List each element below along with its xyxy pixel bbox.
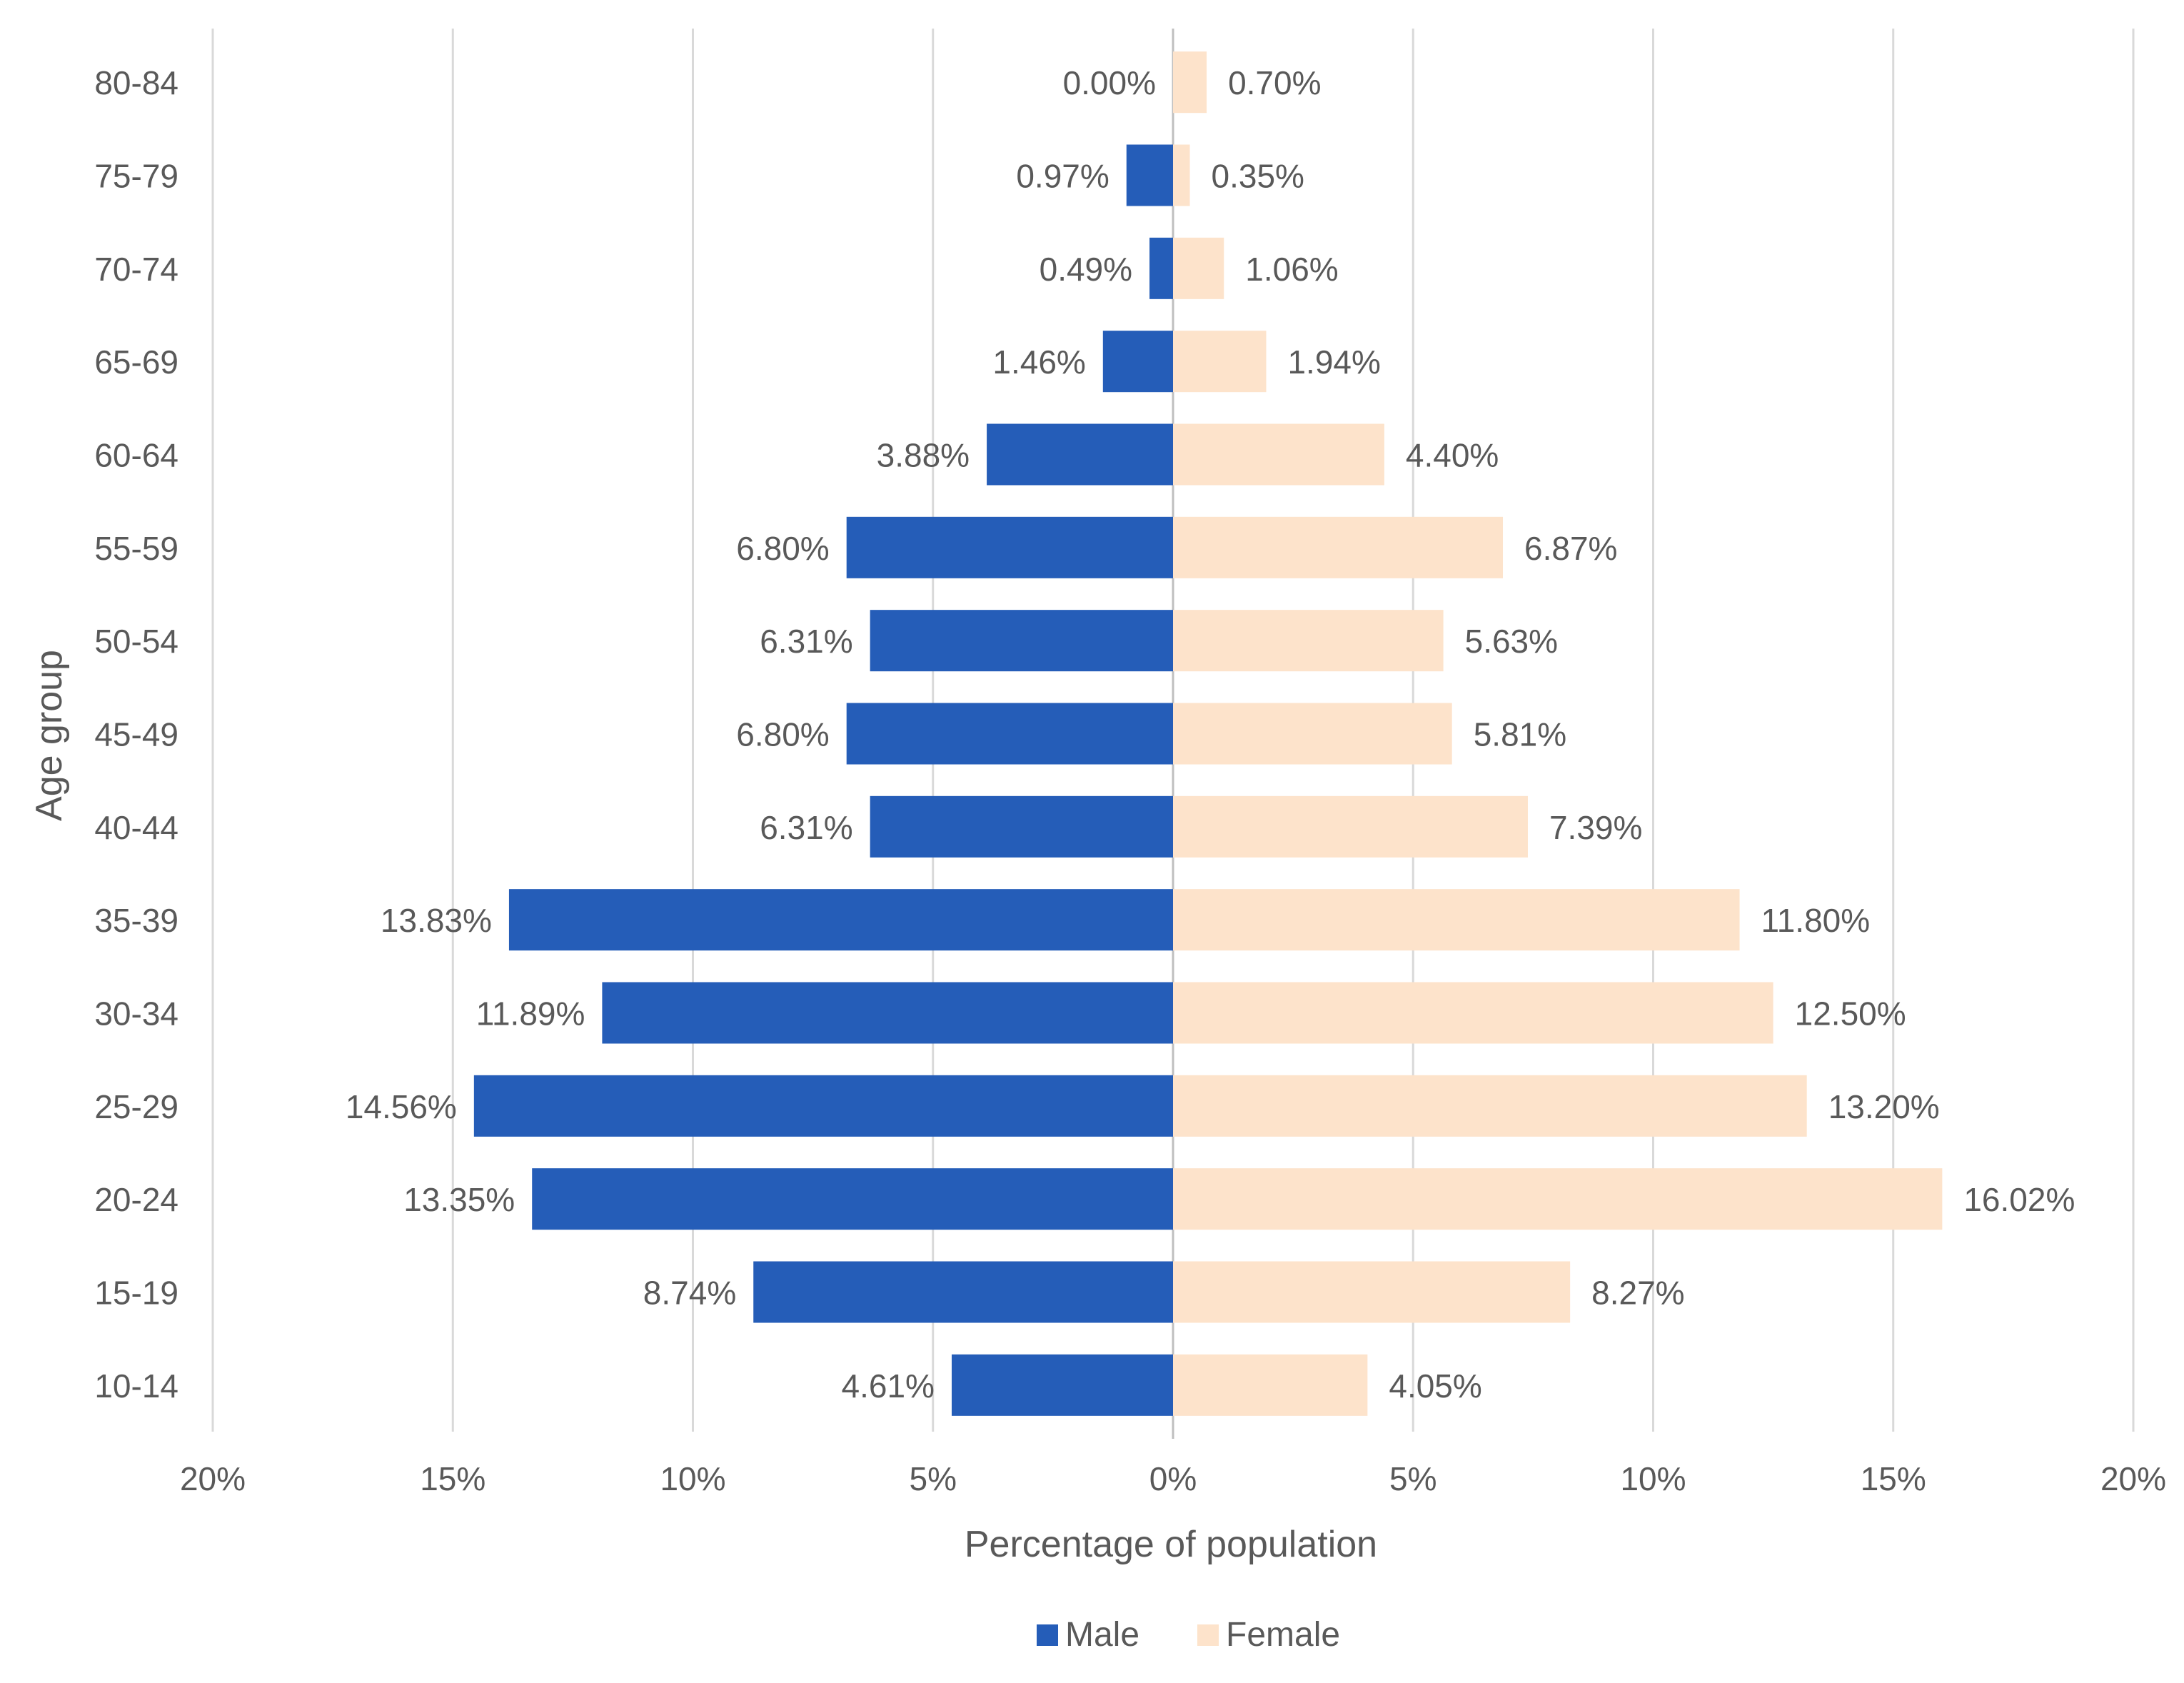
data-label-male: 4.61% — [842, 1367, 935, 1405]
bar-female — [1173, 889, 1740, 951]
x-tick-label: 15% — [420, 1460, 485, 1497]
data-label-female: 7.39% — [1549, 809, 1642, 846]
bar-male — [846, 516, 1173, 578]
x-tick-label: 20% — [2100, 1460, 2166, 1497]
y-tick-label: 35-39 — [94, 902, 178, 939]
bar-female — [1173, 237, 1224, 299]
data-label-male: 0.00% — [1063, 64, 1156, 101]
y-tick-label: 20-24 — [94, 1181, 178, 1218]
data-label-male: 6.31% — [760, 623, 852, 660]
bar-male — [987, 423, 1173, 486]
bar-female — [1173, 516, 1504, 578]
legend-label-female: Female — [1226, 1616, 1340, 1654]
x-tick-label: 10% — [1620, 1460, 1686, 1497]
data-label-male: 0.49% — [1040, 251, 1132, 288]
data-label-female: 5.63% — [1465, 623, 1558, 660]
x-axis-tick-labels: 20% 15% 10% 5% 0% 5% 10% 15% 20% — [180, 1460, 2166, 1497]
data-label-male: 13.35% — [403, 1181, 515, 1218]
bar-male — [846, 703, 1173, 765]
data-label-female: 4.40% — [1406, 437, 1499, 474]
bar-male — [951, 1354, 1173, 1416]
bar-male — [473, 1075, 1173, 1137]
y-tick-label: 80-84 — [94, 64, 178, 101]
legend-swatch-female — [1197, 1624, 1219, 1646]
y-tick-label: 75-79 — [94, 158, 178, 195]
x-tick-label: 15% — [1861, 1460, 1926, 1497]
data-label-female: 6.87% — [1524, 530, 1617, 567]
bar-female — [1173, 703, 1452, 765]
bar-male — [753, 1261, 1173, 1323]
y-tick-label: 60-64 — [94, 437, 178, 474]
y-tick-label: 70-74 — [94, 251, 178, 288]
data-label-male: 8.74% — [643, 1275, 736, 1312]
y-tick-label: 25-29 — [94, 1088, 178, 1125]
bar-female — [1173, 331, 1267, 393]
x-tick-label: 5% — [1389, 1460, 1436, 1497]
y-tick-label: 50-54 — [94, 623, 178, 660]
data-label-female: 8.27% — [1591, 1275, 1684, 1312]
legend-label-male: Male — [1065, 1616, 1139, 1654]
y-axis-title: Age group — [29, 650, 70, 821]
x-axis-title: Percentage of population — [965, 1524, 1377, 1565]
bar-male — [508, 889, 1173, 951]
data-label-male: 6.80% — [736, 530, 829, 567]
data-label-male: 3.88% — [877, 437, 970, 474]
data-label-female: 1.94% — [1287, 343, 1380, 381]
data-label-female: 1.06% — [1245, 251, 1338, 288]
data-label-male: 14.56% — [346, 1088, 457, 1125]
data-label-male: 13.83% — [381, 902, 492, 939]
bar-female — [1173, 423, 1384, 486]
y-tick-label: 40-44 — [94, 809, 178, 846]
bar-female — [1173, 795, 1528, 858]
legend: Male Female — [1037, 1616, 1340, 1654]
bars — [473, 51, 1943, 1416]
bar-male — [870, 610, 1173, 672]
data-label-female: 11.80% — [1761, 902, 1871, 939]
data-label-male: 6.80% — [736, 716, 829, 753]
bar-female — [1173, 1261, 1571, 1323]
bar-male — [1149, 237, 1173, 299]
data-label-male: 6.31% — [760, 809, 852, 846]
bar-female — [1173, 1354, 1368, 1416]
legend-swatch-male — [1037, 1624, 1058, 1646]
bar-male — [870, 795, 1173, 858]
bar-male — [1126, 144, 1173, 206]
bar-female — [1173, 982, 1773, 1044]
y-tick-label: 55-59 — [94, 530, 178, 567]
y-tick-label: 45-49 — [94, 716, 178, 753]
y-tick-label: 65-69 — [94, 343, 178, 381]
data-labels: 0.00% 0.70% 0.97% 0.35% 0.49% 1.06% 1.46% 1.94%… — [346, 64, 2075, 1405]
data-label-female: 5.81% — [1474, 716, 1566, 753]
bar-female — [1173, 51, 1207, 114]
data-label-female: 16.02% — [1963, 1181, 2075, 1218]
bar-male — [1102, 331, 1173, 393]
bar-female — [1173, 1168, 1943, 1230]
y-tick-label: 30-34 — [94, 995, 178, 1033]
bar-female — [1173, 610, 1444, 672]
data-label-female: 4.05% — [1389, 1367, 1481, 1405]
bar-male — [602, 982, 1173, 1044]
x-tick-label: 10% — [660, 1460, 725, 1497]
data-label-female: 13.20% — [1828, 1088, 1940, 1125]
data-label-male: 0.97% — [1016, 158, 1109, 195]
data-label-male: 11.89% — [476, 995, 585, 1033]
x-tick-label: 5% — [910, 1460, 957, 1497]
y-tick-label: 15-19 — [94, 1275, 178, 1312]
bar-female — [1173, 1075, 1807, 1137]
data-label-female: 12.50% — [1795, 995, 1906, 1033]
bar-male — [532, 1168, 1173, 1230]
y-tick-label: 10-14 — [94, 1367, 178, 1405]
x-tick-label: 0% — [1149, 1460, 1197, 1497]
y-axis-category-labels: 80-84 75-79 70-74 65-69 60-64 55-59 50-54 45-49… — [94, 64, 178, 1405]
x-tick-label: 20% — [180, 1460, 246, 1497]
data-label-male: 1.46% — [992, 343, 1085, 381]
data-label-female: 0.70% — [1228, 64, 1321, 101]
data-label-female: 0.35% — [1212, 158, 1304, 195]
bar-female — [1173, 144, 1190, 206]
